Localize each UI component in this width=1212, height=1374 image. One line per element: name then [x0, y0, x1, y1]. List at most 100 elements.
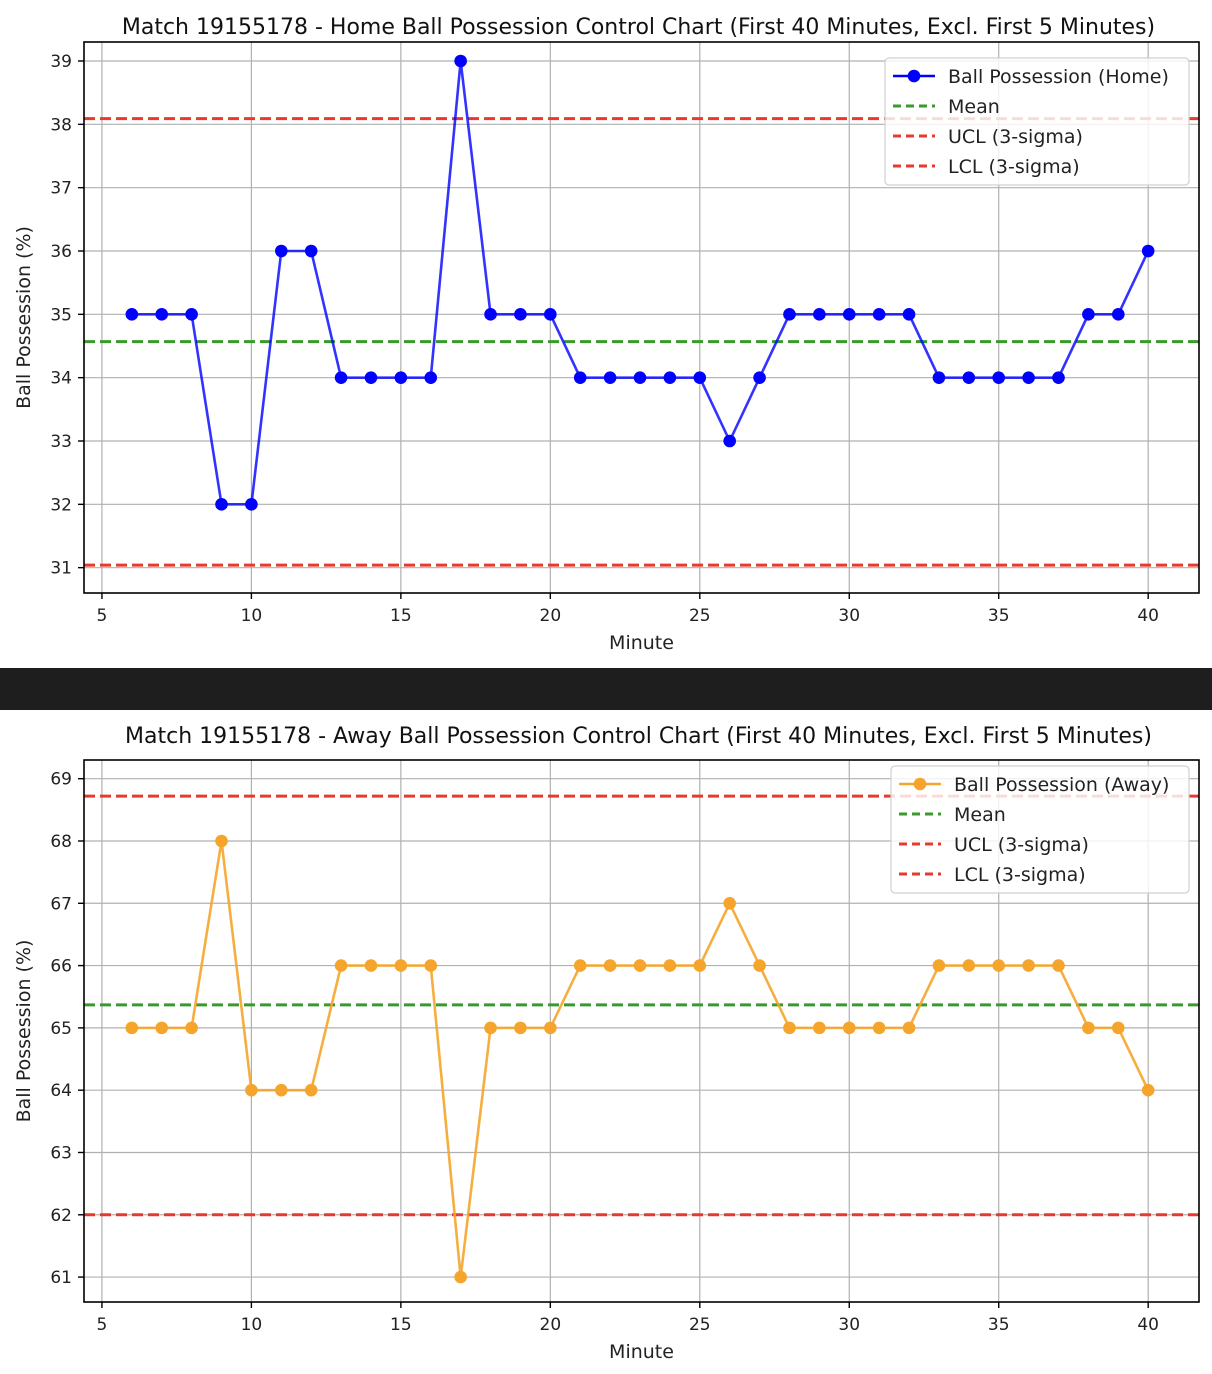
data-point: [155, 308, 169, 321]
plot-frame: [83, 41, 1200, 594]
data-point: [334, 371, 348, 384]
data-point: [274, 1083, 288, 1097]
data-point: [693, 959, 707, 972]
x-tick-label: 35: [988, 1315, 1010, 1335]
x-tick-label: 30: [838, 606, 860, 626]
data-point: [992, 959, 1006, 972]
legend: Ball Possession (Away) Mean UCL (3-sigma) L…: [890, 765, 1190, 894]
data-point: [215, 834, 228, 848]
data-point: [573, 371, 587, 384]
data-point: [544, 308, 557, 321]
legend-label: Ball Possession (Away): [954, 774, 1169, 796]
data-point: [185, 308, 198, 321]
legend-label: UCL (3-sigma): [954, 834, 1089, 856]
legend-marker-swatch: [907, 69, 921, 83]
data-point: [1111, 308, 1125, 321]
y-tick-label: 62: [50, 1206, 72, 1226]
data-point: [304, 244, 318, 258]
legend: Ball Possession (Home) Mean UCL (3-sigma) L…: [884, 57, 1190, 186]
data-point: [1022, 959, 1035, 972]
data-point: [872, 1021, 886, 1035]
x-tick-label: 10: [241, 1315, 263, 1335]
data-point: [484, 308, 497, 321]
data-point: [842, 1021, 856, 1035]
data-point: [723, 434, 736, 448]
data-point: [424, 371, 438, 384]
data-point: [125, 1021, 139, 1035]
data-point: [155, 1021, 169, 1035]
data-point: [454, 54, 467, 68]
data-point: [245, 498, 258, 511]
data-point: [663, 959, 677, 972]
y-tick-label: 65: [50, 1019, 72, 1039]
data-point: [902, 308, 916, 321]
data-point: [992, 371, 1006, 384]
data-point: [783, 308, 796, 321]
data-point: [394, 371, 408, 384]
data-point: [484, 1021, 497, 1035]
data-point: [753, 959, 766, 972]
series-line: [131, 839, 1150, 1279]
data-point: [334, 959, 348, 972]
legend-label: LCL (3-sigma): [954, 864, 1086, 886]
y-tick-label: 31: [50, 559, 72, 579]
data-point: [633, 959, 647, 972]
chart-title: Match 19155178 - Home Ball Possession Co…: [122, 15, 1155, 40]
data-point: [1141, 244, 1155, 258]
data-point: [544, 1021, 557, 1035]
legend-label: Ball Possession (Home): [948, 66, 1169, 88]
x-axis-label: Minute: [609, 1341, 674, 1363]
chart-title: Match 19155178 - Away Ball Possession Co…: [125, 724, 1152, 749]
data-point: [424, 959, 438, 972]
y-axis-label: Ball Possession (%): [13, 940, 35, 1123]
data-point: [245, 1083, 258, 1097]
legend-marker-swatch: [913, 777, 927, 791]
legend-label: UCL (3-sigma): [948, 126, 1083, 148]
data-point: [633, 371, 647, 384]
x-tick-label: 25: [689, 1315, 711, 1335]
data-point: [185, 1021, 198, 1035]
data-point: [813, 1021, 826, 1035]
data-point: [1141, 1083, 1155, 1097]
x-tick-label: 40: [1137, 1315, 1159, 1335]
away-possession-chart: Match 19155178 - Away Ball Possession Co…: [13, 724, 1200, 1363]
data-point: [1052, 959, 1065, 972]
data-point: [962, 371, 976, 384]
x-tick-label: 30: [838, 1315, 860, 1335]
x-tick-label: 25: [689, 606, 711, 626]
data-point: [932, 371, 946, 384]
data-point: [753, 371, 766, 384]
legend-box: [884, 57, 1190, 186]
data-point: [125, 308, 139, 321]
away-possession-chart-panel: Match 19155178 - Away Ball Possession Co…: [0, 710, 1212, 1374]
data-point: [394, 959, 408, 972]
y-tick-label: 34: [50, 369, 72, 389]
data-point: [723, 896, 736, 910]
x-tick-label: 15: [390, 606, 412, 626]
x-tick-label: 20: [540, 606, 562, 626]
y-tick-label: 37: [50, 179, 72, 199]
data-point: [215, 498, 228, 511]
data-point: [813, 308, 826, 321]
data-point: [274, 244, 288, 258]
data-point: [573, 959, 587, 972]
data-point: [783, 1021, 796, 1035]
data-point: [364, 371, 378, 384]
y-tick-label: 61: [50, 1268, 72, 1288]
x-tick-label: 5: [97, 606, 108, 626]
legend-label: Mean: [954, 804, 1006, 826]
data-point: [872, 308, 886, 321]
data-point: [603, 959, 617, 972]
y-tick-label: 68: [50, 832, 72, 852]
x-tick-label: 10: [241, 606, 263, 626]
data-point: [693, 371, 707, 384]
data-point: [1052, 371, 1065, 384]
y-tick-label: 32: [50, 495, 72, 515]
x-tick-label: 20: [540, 1315, 562, 1335]
data-point: [962, 959, 976, 972]
y-tick-label: 36: [50, 242, 72, 262]
legend-label: Mean: [948, 96, 1000, 118]
legend-box: [890, 765, 1190, 894]
y-tick-label: 38: [50, 115, 72, 135]
legend-label: LCL (3-sigma): [948, 156, 1080, 178]
